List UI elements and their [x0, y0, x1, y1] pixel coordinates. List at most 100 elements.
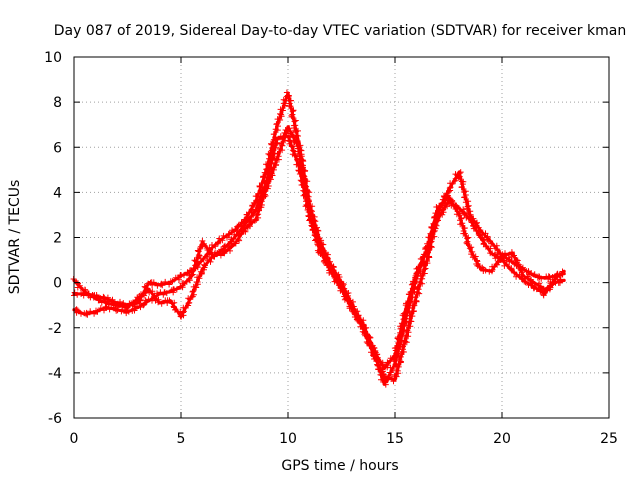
x-tick-label: 20	[493, 431, 511, 447]
data-point	[562, 269, 566, 273]
data-point	[222, 247, 226, 251]
data-point	[147, 299, 151, 303]
data-point	[168, 290, 172, 294]
data-point	[511, 260, 515, 264]
x-tick-labels: 0 5 10 15 20 25	[70, 431, 618, 447]
data-point	[393, 362, 397, 366]
x-tick-label: 5	[177, 431, 186, 447]
y-tick-label: 6	[53, 140, 62, 156]
data-point	[158, 283, 162, 287]
data-point	[361, 321, 365, 325]
data-point	[115, 303, 119, 307]
data-point	[200, 240, 204, 244]
data-point	[436, 206, 440, 210]
data-point	[265, 179, 269, 183]
data-point	[457, 170, 461, 174]
data-point	[286, 134, 290, 138]
data-point	[275, 136, 279, 140]
data-point	[275, 123, 279, 127]
data-point	[104, 301, 108, 305]
x-axis-label: GPS time / hours	[281, 458, 398, 474]
y-tick-label: 8	[53, 95, 62, 111]
data-point	[286, 125, 290, 129]
data-point	[104, 305, 108, 309]
data-point	[83, 290, 87, 294]
data-point	[479, 267, 483, 271]
data-point	[200, 267, 204, 271]
data-point	[232, 235, 237, 240]
data-point	[83, 312, 87, 316]
series-trace-b	[72, 125, 566, 388]
data-point	[125, 305, 130, 309]
data-point	[243, 222, 247, 226]
data-point	[158, 292, 162, 296]
data-point	[179, 274, 183, 278]
data-point	[553, 276, 558, 280]
data-point	[489, 251, 493, 255]
data-point	[446, 199, 451, 203]
x-tick-label: 25	[600, 431, 618, 447]
data-point	[489, 240, 493, 244]
data-point	[297, 163, 301, 167]
data-point	[562, 278, 566, 282]
data-point	[511, 251, 515, 255]
y-tick-label: 10	[44, 50, 62, 66]
data-point	[147, 287, 151, 291]
x-tick-label: 10	[279, 431, 297, 447]
y-tick-label: -6	[48, 411, 62, 427]
data-point	[500, 253, 504, 258]
data-point	[158, 301, 162, 305]
data-point	[318, 247, 322, 251]
data-point	[479, 235, 483, 240]
data-point	[136, 296, 140, 300]
y-tick-label: 0	[53, 276, 62, 292]
data-point	[168, 281, 172, 285]
data-point	[436, 217, 440, 221]
data-point	[179, 285, 183, 289]
data-point	[168, 299, 172, 303]
data-point	[125, 310, 130, 314]
data-point	[350, 305, 354, 309]
data-point	[329, 267, 333, 271]
data-point	[393, 353, 397, 357]
data-point	[286, 91, 290, 95]
data-point	[532, 274, 536, 278]
data-point	[543, 276, 547, 280]
data-point	[382, 366, 386, 370]
data-point	[190, 274, 194, 278]
data-point	[446, 188, 451, 192]
data-point	[297, 145, 301, 149]
data-point	[532, 285, 536, 289]
data-point	[446, 195, 451, 199]
data-point	[254, 208, 258, 212]
data-point	[457, 206, 461, 210]
data-point	[414, 294, 418, 298]
data-point	[232, 229, 237, 233]
data-point	[543, 292, 547, 296]
data-point	[425, 247, 429, 251]
data-point	[254, 217, 258, 221]
data-point	[339, 285, 344, 289]
data-point	[511, 269, 515, 273]
data-point	[211, 244, 215, 249]
series-trace-c	[70, 133, 566, 371]
data-point	[382, 382, 386, 386]
y-axis-label: SDTVAR / TECUs	[7, 180, 23, 295]
data-point	[147, 281, 151, 285]
data-point	[500, 258, 504, 262]
data-point	[93, 296, 97, 300]
y-tick-label: -4	[48, 366, 62, 382]
data-point	[200, 258, 204, 262]
data-point	[414, 272, 418, 276]
data-point	[136, 305, 140, 309]
data-point	[521, 278, 526, 282]
y-tick-labels: -6 -4 -2 0 2 4 6 8 10	[44, 50, 62, 427]
x-tick-label: 0	[70, 431, 79, 447]
data-point	[222, 235, 226, 240]
y-tick-label: 4	[53, 185, 62, 201]
data-point	[468, 247, 472, 251]
data-point	[307, 213, 311, 217]
grid	[74, 57, 609, 418]
y-tick-label: 2	[53, 231, 62, 247]
